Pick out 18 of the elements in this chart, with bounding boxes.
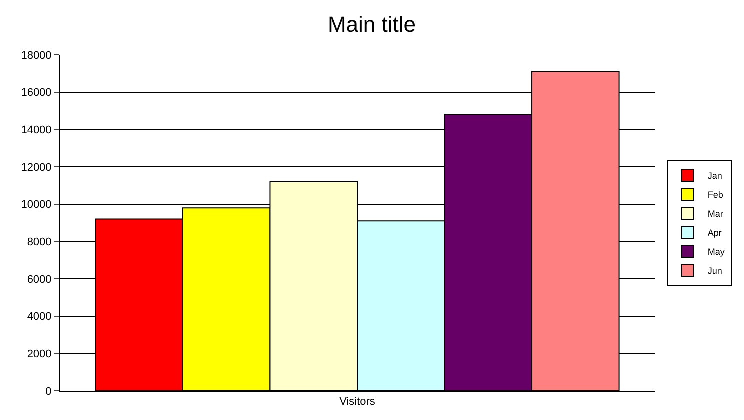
y-tick-label: 18000 [21,50,52,62]
x-tick-label: Visitors [340,396,376,408]
legend-label: May [708,247,726,258]
legend-label: Jan [708,171,722,182]
y-tick-label: 14000 [21,124,52,137]
chart-title: Main title [328,12,416,38]
legend-label: Apr [708,228,722,238]
y-tick-label: 4000 [27,311,52,324]
y-tick-label: 2000 [27,348,52,361]
y-tick-label: 12000 [21,162,52,174]
y-tick-label: 0 [46,386,52,398]
legend-label: Mar [708,209,724,220]
y-tick-label: 8000 [27,236,52,249]
y-tick-label: 6000 [27,274,52,286]
y-tick-label: 16000 [21,87,52,100]
y-tick-label: 10000 [21,199,52,212]
legend-label: Feb [708,190,724,200]
legend-label: Jun [708,266,722,276]
